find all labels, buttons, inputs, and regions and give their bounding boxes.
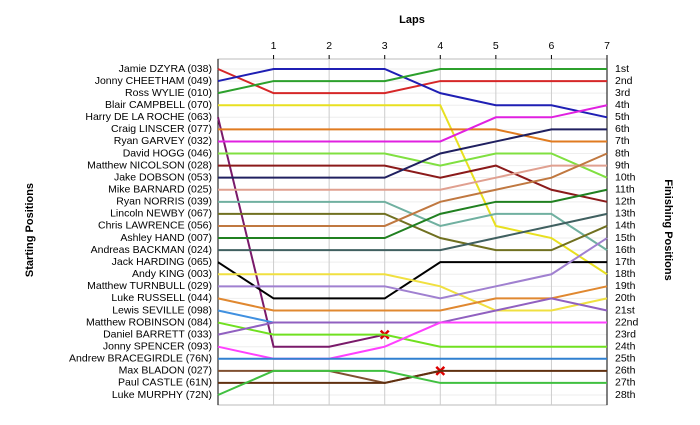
- legend-label: Jack HARDING (065): [112, 256, 212, 268]
- series-line: [217, 285, 608, 312]
- legend-label: Lewis SEVILLE (098): [112, 304, 212, 316]
- x-tick-label: 2: [326, 40, 332, 52]
- finish-label: 27th: [615, 377, 636, 389]
- finish-label: 19th: [615, 280, 636, 292]
- series-line: [218, 188, 608, 240]
- series-line: [218, 152, 608, 227]
- legend-label: Andrew BRACEGIRDLE (76N): [69, 353, 212, 365]
- finish-label: 7th: [615, 135, 630, 147]
- legend-label: Lincoln NEWBY (067): [110, 208, 212, 220]
- finish-label: 14th: [615, 220, 636, 232]
- series-line: [217, 68, 607, 95]
- legend-label: Blair CAMPBELL (070): [105, 99, 212, 111]
- finish-label: 1st: [615, 63, 629, 75]
- legend-label: Ryan NORRIS (039): [116, 196, 212, 208]
- finish-label: 24th: [615, 340, 636, 352]
- finish-label: 18th: [615, 268, 636, 280]
- legend-label: Ryan GARVEY (032): [114, 135, 212, 147]
- legend-label: Harry DE LA ROCHE (063): [85, 111, 212, 123]
- legend-label: Ashley HAND (007): [120, 232, 212, 244]
- series-line: [218, 152, 608, 179]
- legend-label: Andy KING (003): [132, 268, 212, 280]
- series-line: [218, 128, 607, 179]
- x-tick-label: 1: [271, 40, 277, 52]
- y-axis-label-left: Starting Positions: [24, 183, 36, 277]
- legend-label: Craig LINSCER (077): [111, 123, 212, 135]
- series-line: [217, 369, 607, 396]
- finish-label: 13th: [615, 208, 636, 220]
- legend-label: Daniel BARRETT (033): [103, 328, 212, 340]
- legend-label: Jonny SPENCER (093): [103, 340, 212, 352]
- finish-label: 10th: [615, 171, 636, 183]
- legend-label: Paul CASTLE (61N): [118, 377, 212, 389]
- finish-label: 15th: [615, 232, 636, 244]
- series-line: [218, 237, 608, 300]
- legend-label: Jamie DZYRA (038): [119, 63, 212, 75]
- series-line: [218, 164, 608, 203]
- y-axis-label-right: Finishing Positions: [662, 179, 674, 280]
- legend-label: Max BLADON (027): [119, 365, 212, 377]
- series-line: [218, 104, 608, 143]
- x-tick-label: 5: [493, 40, 499, 52]
- series-line: [218, 212, 608, 252]
- finish-label: 25th: [615, 353, 636, 365]
- finish-label: 17th: [615, 256, 636, 268]
- finish-label: 11th: [615, 184, 635, 196]
- finish-label: 20th: [615, 292, 636, 304]
- series-line: [217, 117, 385, 348]
- legend-label: Ross WYLIE (010): [125, 87, 212, 99]
- legend-label: David HOGG (046): [123, 147, 212, 159]
- finish-label: 12th: [615, 196, 636, 208]
- legend-label: Matthew NICOLSON (028): [87, 159, 212, 171]
- x-tick-label: 6: [549, 40, 555, 52]
- series-line: [217, 68, 607, 95]
- x-tick-label: 7: [604, 40, 610, 52]
- legend-label: Luke RUSSELL (044): [111, 292, 212, 304]
- legend-label: Mike BARNARD (025): [108, 184, 212, 196]
- finish-label: 28th: [615, 389, 636, 401]
- finish-label: 23rd: [615, 328, 636, 340]
- legend-label: Matthew TURNBULL (029): [87, 280, 212, 292]
- x-tick-label: 4: [437, 40, 443, 52]
- chart-title: Laps: [399, 14, 425, 26]
- legend-label: Jonny CHEETHAM (049): [95, 75, 212, 87]
- series-line: [218, 128, 607, 143]
- series-line: [218, 104, 608, 276]
- series-line: [217, 297, 608, 336]
- finish-label: 3rd: [615, 87, 630, 99]
- finish-label: 26th: [615, 365, 636, 377]
- series-line: [218, 212, 608, 252]
- series-line: [218, 164, 607, 191]
- finish-label: 16th: [615, 244, 636, 256]
- finish-label: 22nd: [615, 316, 639, 328]
- finish-label: 21st: [615, 304, 635, 316]
- legend-label: Chris LAWRENCE (056): [98, 220, 212, 232]
- finish-label: 2nd: [615, 75, 633, 87]
- finish-label: 6th: [615, 123, 630, 135]
- finish-label: 5th: [615, 111, 630, 123]
- finish-label: 8th: [615, 147, 630, 159]
- series-line: [217, 321, 607, 348]
- series-line: [217, 309, 607, 324]
- legend-label: Jake DOBSON (053): [114, 171, 212, 183]
- legend-label: Luke MURPHY (72N): [112, 389, 212, 401]
- legend-label: Andreas BACKMAN (024): [91, 244, 212, 256]
- series-line: [218, 273, 608, 312]
- series-line: [217, 68, 608, 119]
- finish-label: 4th: [615, 99, 630, 111]
- finish-label: 9th: [615, 159, 630, 171]
- legend-label: Matthew ROBINSON (084): [86, 316, 212, 328]
- x-tick-label: 3: [382, 40, 388, 52]
- plot-frame: [217, 58, 608, 406]
